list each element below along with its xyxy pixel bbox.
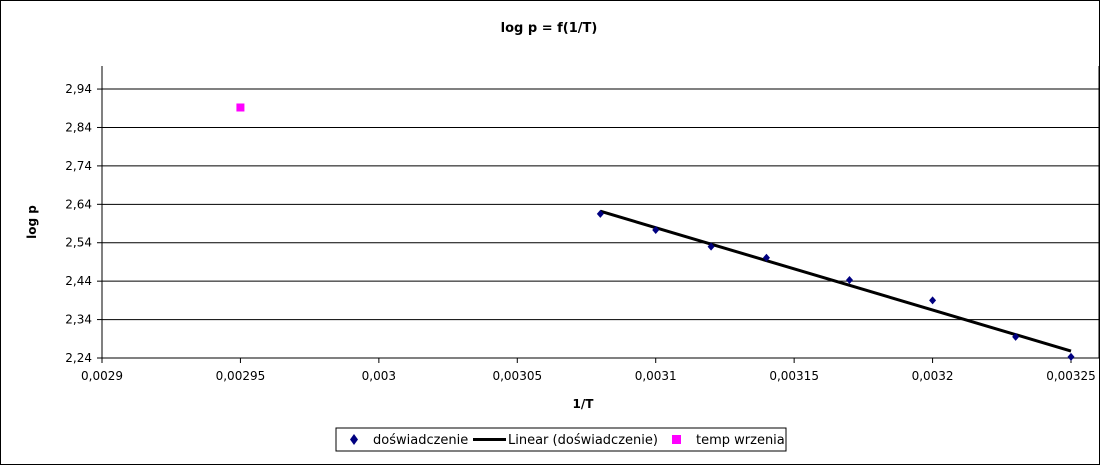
y-axis-ticks: 2,24 2,34 2,44 2,54 2,64 2,74 2,84 2,94 xyxy=(65,82,102,365)
y-tick-label: 2,94 xyxy=(65,82,92,96)
data-point-doswiadczenie xyxy=(707,242,715,251)
y-tick-label: 2,74 xyxy=(65,159,92,173)
y-tick-label: 2,64 xyxy=(65,197,92,211)
data-point-doswiadczenie xyxy=(652,226,660,235)
y-axis-title: log p xyxy=(25,205,39,239)
x-axis-ticks: 0,0029 0,00295 0,003 0,00305 0,0031 0,00315 0,… xyxy=(81,358,1096,383)
y-tick-label: 2,34 xyxy=(65,313,92,327)
legend-label-linear: Linear (doświadczenie) xyxy=(508,433,658,448)
series-layer xyxy=(236,103,1075,361)
data-point-doswiadczenie xyxy=(762,253,770,262)
plot-area: 0,0029 0,00295 0,003 0,00305 0,0031 0,00315 0,… xyxy=(65,66,1100,383)
legend-label-temp-wrzenia: temp wrzenia xyxy=(696,433,785,448)
data-point-temp-wrzenia xyxy=(236,103,245,112)
legend: doświadczenie Linear (doświadczenie) tem… xyxy=(335,427,787,452)
y-tick-label: 2,24 xyxy=(65,351,92,365)
legend-square-marker xyxy=(672,435,681,444)
x-tick-label: 0,00315 xyxy=(769,369,819,383)
legend-diamond-marker xyxy=(350,434,358,445)
x-axis-title: 1/T xyxy=(573,397,595,411)
data-point-doswiadczenie xyxy=(1012,332,1020,341)
y-tick-label: 2,54 xyxy=(65,236,92,250)
legend-box xyxy=(335,427,787,452)
x-tick-label: 0,0032 xyxy=(912,369,954,383)
data-point-doswiadczenie xyxy=(1067,352,1075,361)
x-tick-label: 0,0029 xyxy=(81,369,123,383)
y-tick-label: 2,84 xyxy=(65,120,92,134)
x-tick-label: 0,003 xyxy=(362,369,396,383)
data-point-doswiadczenie xyxy=(596,209,604,218)
chart-title: log p = f(1/T) xyxy=(501,21,598,36)
x-tick-label: 0,0031 xyxy=(635,369,677,383)
trendline-linear xyxy=(599,209,1072,353)
x-tick-label: 0,00305 xyxy=(492,369,542,383)
data-point-doswiadczenie xyxy=(846,276,854,285)
x-tick-label: 0,00295 xyxy=(216,369,266,383)
y-tick-label: 2,44 xyxy=(65,274,92,288)
legend-label-doswiadczenie: doświadczenie xyxy=(373,433,468,448)
data-point-doswiadczenie xyxy=(929,296,937,305)
x-tick-label: 0,00325 xyxy=(1046,369,1096,383)
